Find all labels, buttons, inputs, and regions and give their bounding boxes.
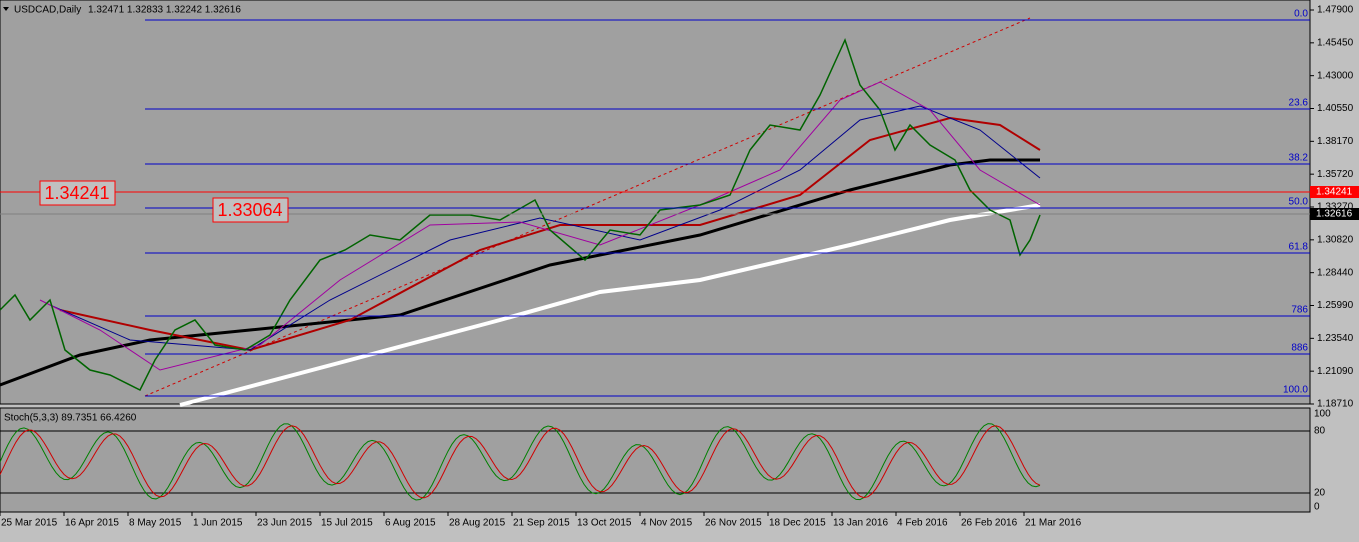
ma-50 xyxy=(59,116,1041,352)
stoch-label: Stoch(5,3,3) 89.7351 66.4260 xyxy=(4,413,137,424)
fib-label: 0.0 xyxy=(1294,9,1308,20)
price-label: 1.38170 xyxy=(1317,136,1354,147)
ma-10 xyxy=(39,81,1041,371)
date-label: 25 Mar 2015 xyxy=(1,518,58,529)
ma-20 xyxy=(49,105,1041,351)
date-label: 8 May 2015 xyxy=(129,518,182,529)
price-label: 1.45450 xyxy=(1317,37,1354,48)
date-label: 16 Apr 2015 xyxy=(65,518,119,529)
stoch-axis-label: 100 xyxy=(1314,409,1331,420)
main-pane xyxy=(0,0,1311,405)
date-label: 26 Nov 2015 xyxy=(705,518,762,529)
date-label: 18 Dec 2015 xyxy=(769,518,826,529)
chart-label: 1.34241 xyxy=(44,183,109,203)
price-tag xyxy=(1310,186,1359,198)
price-label: 1.25990 xyxy=(1317,300,1354,311)
fib-label: 23.6 xyxy=(1289,98,1309,109)
fib-label: 786 xyxy=(1291,305,1308,316)
date-label: 21 Mar 2016 xyxy=(1025,518,1082,529)
date-label: 13 Jan 2016 xyxy=(833,518,888,529)
price-label: 1.28440 xyxy=(1317,267,1354,278)
stoch-axis-label: 20 xyxy=(1314,488,1326,499)
date-label: 4 Nov 2015 xyxy=(641,518,693,529)
fib-label: 38.2 xyxy=(1289,153,1309,164)
fib-label: 886 xyxy=(1291,343,1308,354)
stoch-signal xyxy=(0,425,1041,499)
price-label: 1.18710 xyxy=(1317,399,1354,410)
price-tag-text: 1.32616 xyxy=(1316,209,1353,220)
price-label: 1.23540 xyxy=(1317,333,1354,344)
fib-label: 61.8 xyxy=(1289,242,1309,253)
price-label: 1.40550 xyxy=(1317,103,1354,114)
date-label: 15 Jul 2015 xyxy=(321,518,373,529)
price-tag xyxy=(1310,208,1359,220)
price-label: 1.43000 xyxy=(1317,70,1354,81)
date-label: 23 Jun 2015 xyxy=(257,518,312,529)
quote: 1.32471 1.32833 1.32242 1.32616 xyxy=(88,5,241,16)
chart-label: 1.33064 xyxy=(217,200,282,220)
price-label: 1.21090 xyxy=(1317,366,1354,377)
stoch-main xyxy=(0,423,1041,501)
price-label: 1.30820 xyxy=(1317,234,1354,245)
stoch-axis-label: 0 xyxy=(1314,502,1320,513)
date-label: 6 Aug 2015 xyxy=(385,518,436,529)
date-label: 13 Oct 2015 xyxy=(577,518,632,529)
price xyxy=(0,37,1041,392)
label-box xyxy=(212,197,289,223)
symbol: USDCAD,Daily xyxy=(14,5,81,16)
price-label: 1.47900 xyxy=(1317,5,1354,16)
ma-100 xyxy=(0,158,1040,387)
menu-arrow[interactable] xyxy=(3,7,9,11)
price-label: 1.33270 xyxy=(1317,202,1354,213)
price-tag-text: 1.34241 xyxy=(1316,187,1353,198)
label-box xyxy=(39,180,116,206)
date-label: 1 Jun 2015 xyxy=(193,518,243,529)
price-label: 1.35720 xyxy=(1317,169,1354,180)
date-label: 26 Feb 2016 xyxy=(961,518,1018,529)
fib-label: 100.0 xyxy=(1283,385,1308,396)
fib-label: 50.0 xyxy=(1289,197,1309,208)
date-label: 28 Aug 2015 xyxy=(449,518,506,529)
stoch-pane xyxy=(0,407,1311,513)
ma-200 xyxy=(179,203,1041,407)
date-label: 21 Sep 2015 xyxy=(513,518,570,529)
stoch-axis-label: 80 xyxy=(1314,426,1326,437)
fib-trendline xyxy=(144,17,1031,397)
date-label: 4 Feb 2016 xyxy=(897,518,948,529)
